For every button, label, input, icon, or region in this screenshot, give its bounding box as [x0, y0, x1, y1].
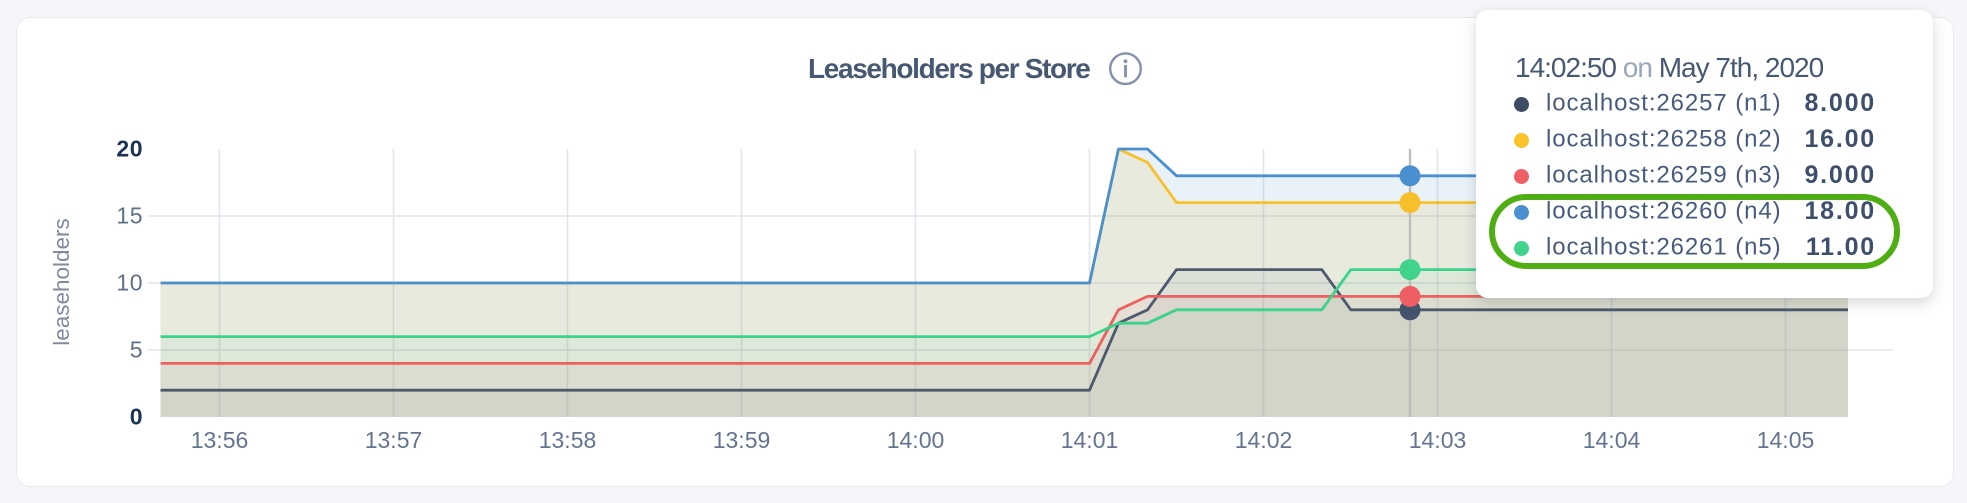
svg-text:leaseholders: leaseholders	[49, 218, 74, 346]
svg-text:13:59: 13:59	[713, 427, 771, 453]
svg-text:5: 5	[130, 337, 143, 363]
svg-text:14:05: 14:05	[1757, 427, 1815, 453]
svg-text:13:58: 13:58	[539, 427, 597, 453]
svg-text:14:04: 14:04	[1583, 427, 1641, 453]
svg-text:14:03: 14:03	[1409, 427, 1467, 453]
svg-text:10: 10	[116, 270, 143, 296]
svg-text:14:01: 14:01	[1061, 427, 1119, 453]
svg-text:15: 15	[116, 203, 143, 229]
svg-text:14:00: 14:00	[887, 427, 945, 453]
svg-text:20: 20	[116, 136, 143, 162]
svg-text:0: 0	[130, 404, 143, 430]
svg-text:13:56: 13:56	[191, 427, 249, 453]
svg-text:13:57: 13:57	[365, 427, 423, 453]
svg-text:14:02: 14:02	[1235, 427, 1293, 453]
